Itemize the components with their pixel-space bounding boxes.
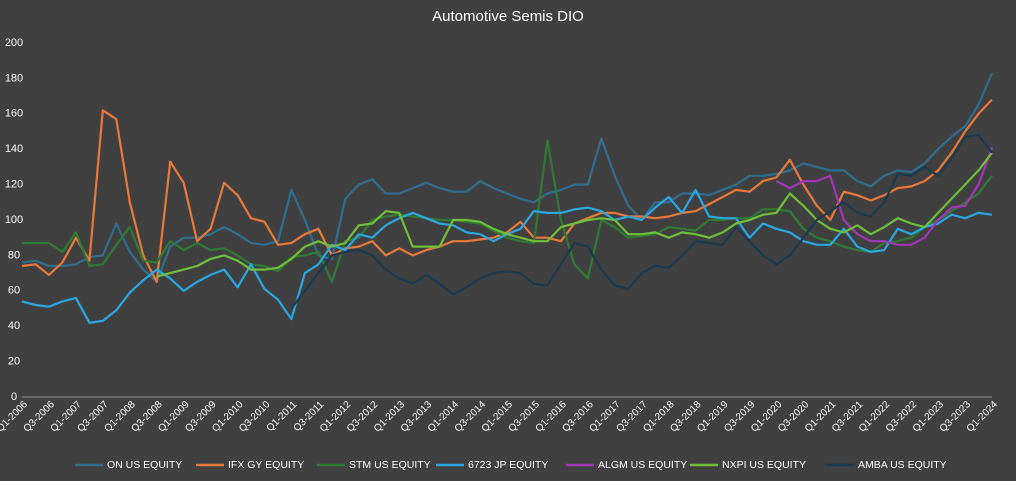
series-line (22, 139, 993, 283)
series-line (775, 147, 994, 246)
y-tick-label: 20 (8, 356, 20, 368)
y-tick-label: 200 (5, 37, 23, 49)
legend-label: ON US EQUITY (107, 459, 182, 471)
legend-label: 6723 JP EQUITY (468, 459, 548, 471)
y-tick-label: 120 (5, 179, 23, 191)
legend-label: IFX GY EQUITY (228, 459, 304, 471)
chart-title: Automotive Semis DIO (432, 8, 584, 25)
series-line (21, 98, 993, 283)
legend-label: NXPI US EQUITY (722, 459, 806, 471)
series-line (21, 72, 994, 283)
y-tick-label: 0 (11, 391, 17, 403)
y-tick-label: 140 (5, 143, 23, 155)
y-tick-label: 60 (8, 285, 20, 297)
legend-label: ALGM US EQUITY (598, 459, 687, 471)
y-tick-label: 160 (5, 108, 23, 120)
y-tick-label: 80 (8, 249, 20, 261)
y-tick-label: 100 (5, 214, 23, 226)
series-line (290, 133, 993, 310)
legend-label: STM US EQUITY (349, 459, 431, 471)
y-tick-label: 180 (5, 72, 23, 84)
legend-label: AMBA US EQUITY (858, 459, 947, 471)
series-line (156, 152, 993, 278)
y-tick-label: 40 (8, 320, 20, 332)
